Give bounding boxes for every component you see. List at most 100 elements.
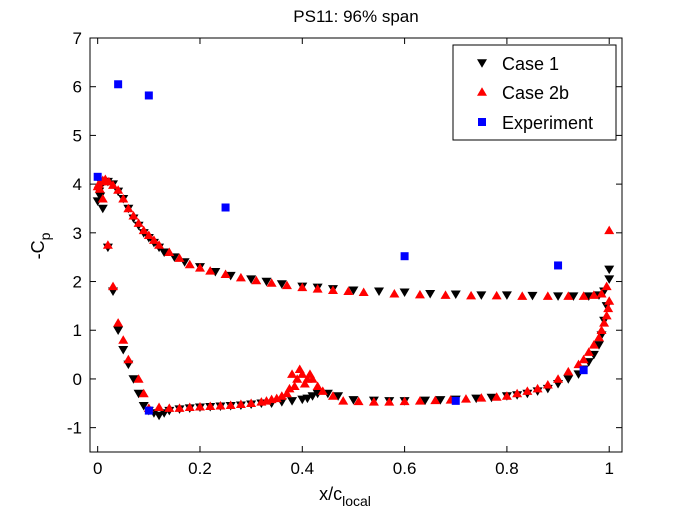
data-point <box>604 265 615 275</box>
data-point <box>384 397 395 406</box>
data-point <box>451 396 460 405</box>
data-point <box>563 291 574 300</box>
data-point <box>133 389 144 399</box>
data-point <box>563 366 574 376</box>
data-point <box>251 275 262 285</box>
data-point <box>174 253 185 262</box>
data-point <box>128 211 139 220</box>
data-point <box>144 91 153 100</box>
data-point <box>553 292 564 301</box>
data-point <box>450 290 461 299</box>
data-point <box>466 290 477 300</box>
data-point <box>603 303 614 313</box>
data-point <box>522 386 533 395</box>
data-point <box>287 397 298 406</box>
data-point <box>128 375 139 384</box>
data-point <box>297 369 308 378</box>
data-point <box>601 281 612 291</box>
data-point <box>553 374 564 383</box>
data-point <box>102 240 113 249</box>
data-point <box>471 394 482 404</box>
data-point <box>164 403 175 412</box>
data-point <box>164 247 175 257</box>
x-axis-label: x/clocal <box>319 484 371 509</box>
data-point <box>583 292 594 301</box>
data-point <box>368 397 379 406</box>
data-point <box>399 288 410 297</box>
data-point <box>532 383 543 393</box>
data-point <box>604 225 615 235</box>
data-point <box>579 366 588 375</box>
data-point <box>460 394 471 403</box>
data-point <box>276 391 287 400</box>
legend-entry-experiment: Experiment <box>478 113 593 133</box>
data-point <box>312 284 323 293</box>
data-point <box>114 80 123 89</box>
data-point <box>225 400 236 409</box>
data-point <box>281 388 292 398</box>
data-point <box>527 291 538 301</box>
y-tick-label: 2 <box>73 273 82 292</box>
x-axis-label-subscript: local <box>342 493 371 509</box>
data-point <box>154 411 165 421</box>
y-axis-label: -Cp <box>28 232 53 259</box>
data-point <box>486 393 497 403</box>
data-point <box>430 395 441 405</box>
data-point <box>289 381 300 390</box>
data-point <box>588 340 599 349</box>
data-point <box>261 277 272 287</box>
data-point <box>266 278 277 287</box>
data-point <box>542 291 553 300</box>
legend-label-case-1: Case 1 <box>502 54 559 74</box>
data-point <box>294 364 305 373</box>
y-tick-label: -1 <box>67 419 82 438</box>
data-point <box>599 318 610 327</box>
data-point <box>287 369 298 378</box>
data-point <box>154 240 165 249</box>
data-point <box>205 401 216 410</box>
data-point <box>333 392 344 401</box>
data-point <box>299 379 310 388</box>
y-tick-label: 3 <box>73 224 82 243</box>
data-point <box>235 399 246 409</box>
legend-marker-experiment <box>478 118 486 126</box>
data-point <box>194 401 205 411</box>
data-point <box>108 180 119 189</box>
data-point <box>563 375 574 384</box>
data-point <box>210 268 221 277</box>
x-tick-label: 1 <box>604 459 613 478</box>
legend-entry-case-2b: Case 2b <box>477 83 569 103</box>
data-point <box>118 345 129 355</box>
data-point <box>184 402 195 411</box>
data-point <box>601 310 612 320</box>
data-point <box>578 354 589 364</box>
data-point <box>148 235 159 244</box>
data-point <box>246 398 257 408</box>
data-markers <box>92 80 615 421</box>
data-point <box>297 395 308 405</box>
data-point <box>343 286 354 296</box>
data-point <box>220 269 231 278</box>
data-point <box>604 296 615 305</box>
data-point <box>327 285 338 295</box>
data-point <box>307 392 318 401</box>
legend-label-case-2b: Case 2b <box>502 83 569 103</box>
chart-title: PS11: 96% span <box>293 7 418 26</box>
data-point <box>425 289 436 299</box>
data-point <box>542 380 553 389</box>
data-point <box>578 291 589 300</box>
data-point <box>512 388 523 398</box>
data-point <box>389 288 400 298</box>
x-tick-label: 0 <box>93 459 102 478</box>
data-point <box>138 225 149 235</box>
data-point <box>414 396 425 405</box>
data-point <box>235 272 246 282</box>
data-point <box>113 185 124 194</box>
data-point <box>118 193 129 203</box>
data-point <box>205 266 216 275</box>
legend: Case 1 Case 2b Experiment <box>452 44 617 141</box>
data-point <box>596 325 607 334</box>
data-point <box>138 401 149 411</box>
data-point <box>143 230 154 240</box>
y-tick-label: 5 <box>73 126 82 145</box>
